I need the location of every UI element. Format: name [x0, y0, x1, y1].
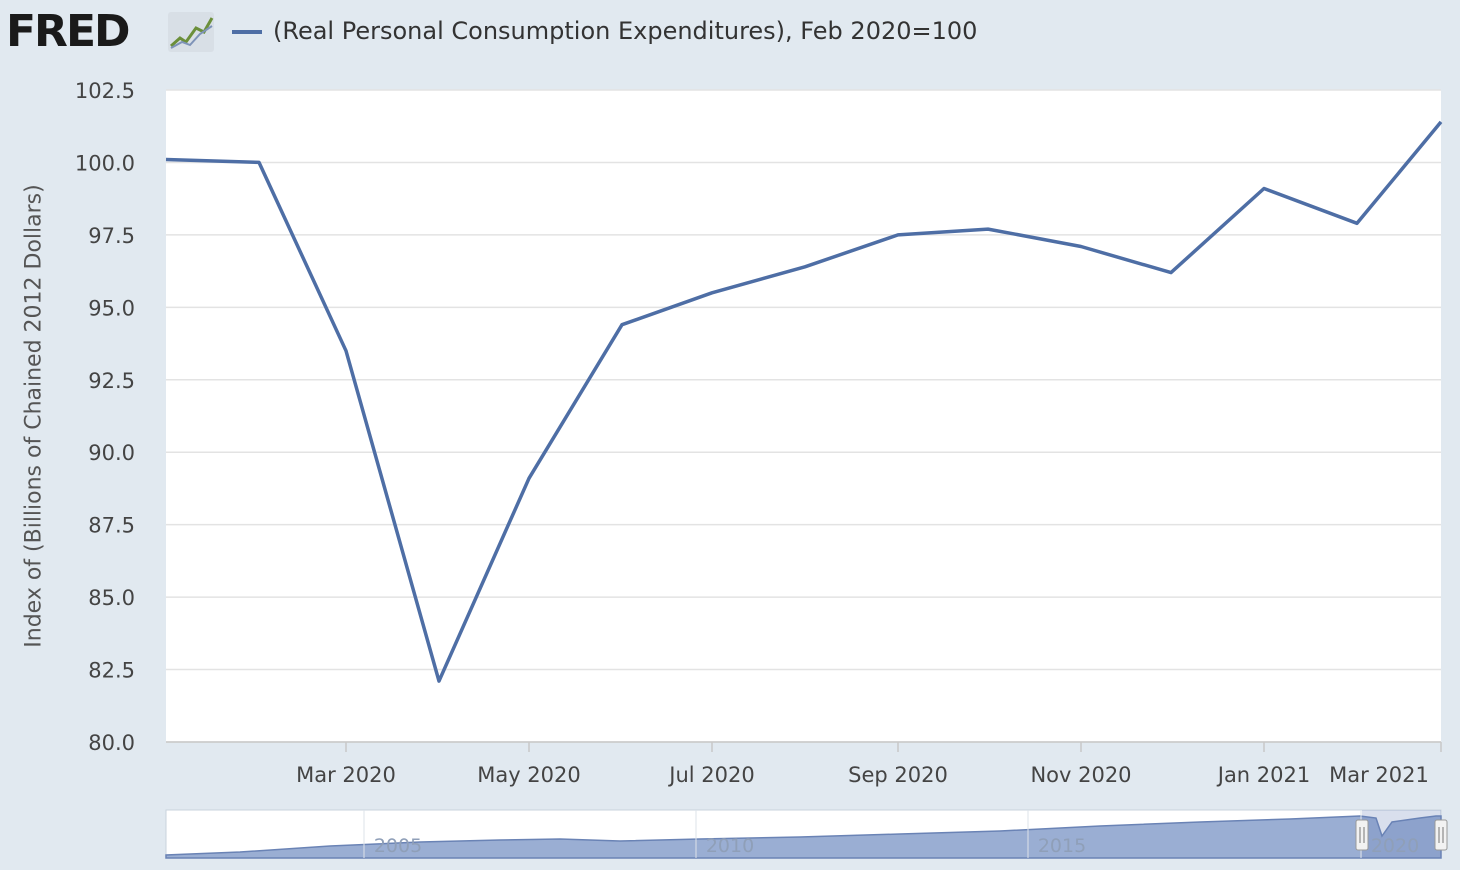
- series-line[interactable]: [165, 120, 1443, 683]
- navigator-right-handle[interactable]: [1434, 819, 1448, 851]
- x-tick-label: Mar 2020: [296, 763, 396, 787]
- y-tick-label: 95.0: [88, 296, 135, 320]
- y-tick-label: 102.5: [75, 79, 135, 103]
- x-tick-label: Jan 2021: [1216, 763, 1311, 787]
- y-tick-label: 85.0: [88, 586, 135, 610]
- chart-header: FRED (Real Personal Consumption Expendit…: [0, 0, 1460, 70]
- y-tick-label: 92.5: [88, 369, 135, 393]
- x-tick-label: Sep 2020: [848, 763, 948, 787]
- navigator[interactable]: 2005 2010 2015 2020: [165, 809, 1448, 859]
- navigator-selected-range[interactable]: [1362, 810, 1441, 858]
- x-tick-label: Mar 2021: [1329, 763, 1429, 787]
- legend-swatch: [232, 30, 262, 34]
- navigator-left-handle[interactable]: [1355, 819, 1369, 851]
- y-tick-label: 90.0: [88, 441, 135, 465]
- x-tick-label: May 2020: [477, 763, 581, 787]
- line-chart-icon: [168, 12, 214, 52]
- x-tick-label: Nov 2020: [1030, 763, 1131, 787]
- legend-label[interactable]: (Real Personal Consumption Expenditures)…: [273, 17, 978, 45]
- y-tick-label: 80.0: [88, 731, 135, 755]
- navigator-label: 2005: [374, 835, 422, 857]
- navigator-label: 2010: [706, 835, 754, 857]
- x-tick-label: Jul 2020: [667, 763, 754, 787]
- navigator-label: 2015: [1038, 835, 1086, 857]
- navigator-label: 2020: [1371, 835, 1419, 857]
- y-tick-label: 97.5: [88, 224, 135, 248]
- y-tick-label: 100.0: [75, 151, 135, 175]
- y-tick-label: 87.5: [88, 514, 135, 538]
- handle-body[interactable]: [1434, 819, 1448, 851]
- y-tick-label: 82.5: [88, 659, 135, 683]
- navigator-series-area: [165, 815, 1442, 859]
- fred-logo[interactable]: FRED: [6, 6, 131, 57]
- plot-area: [166, 90, 1441, 742]
- handle-body[interactable]: [1355, 819, 1369, 851]
